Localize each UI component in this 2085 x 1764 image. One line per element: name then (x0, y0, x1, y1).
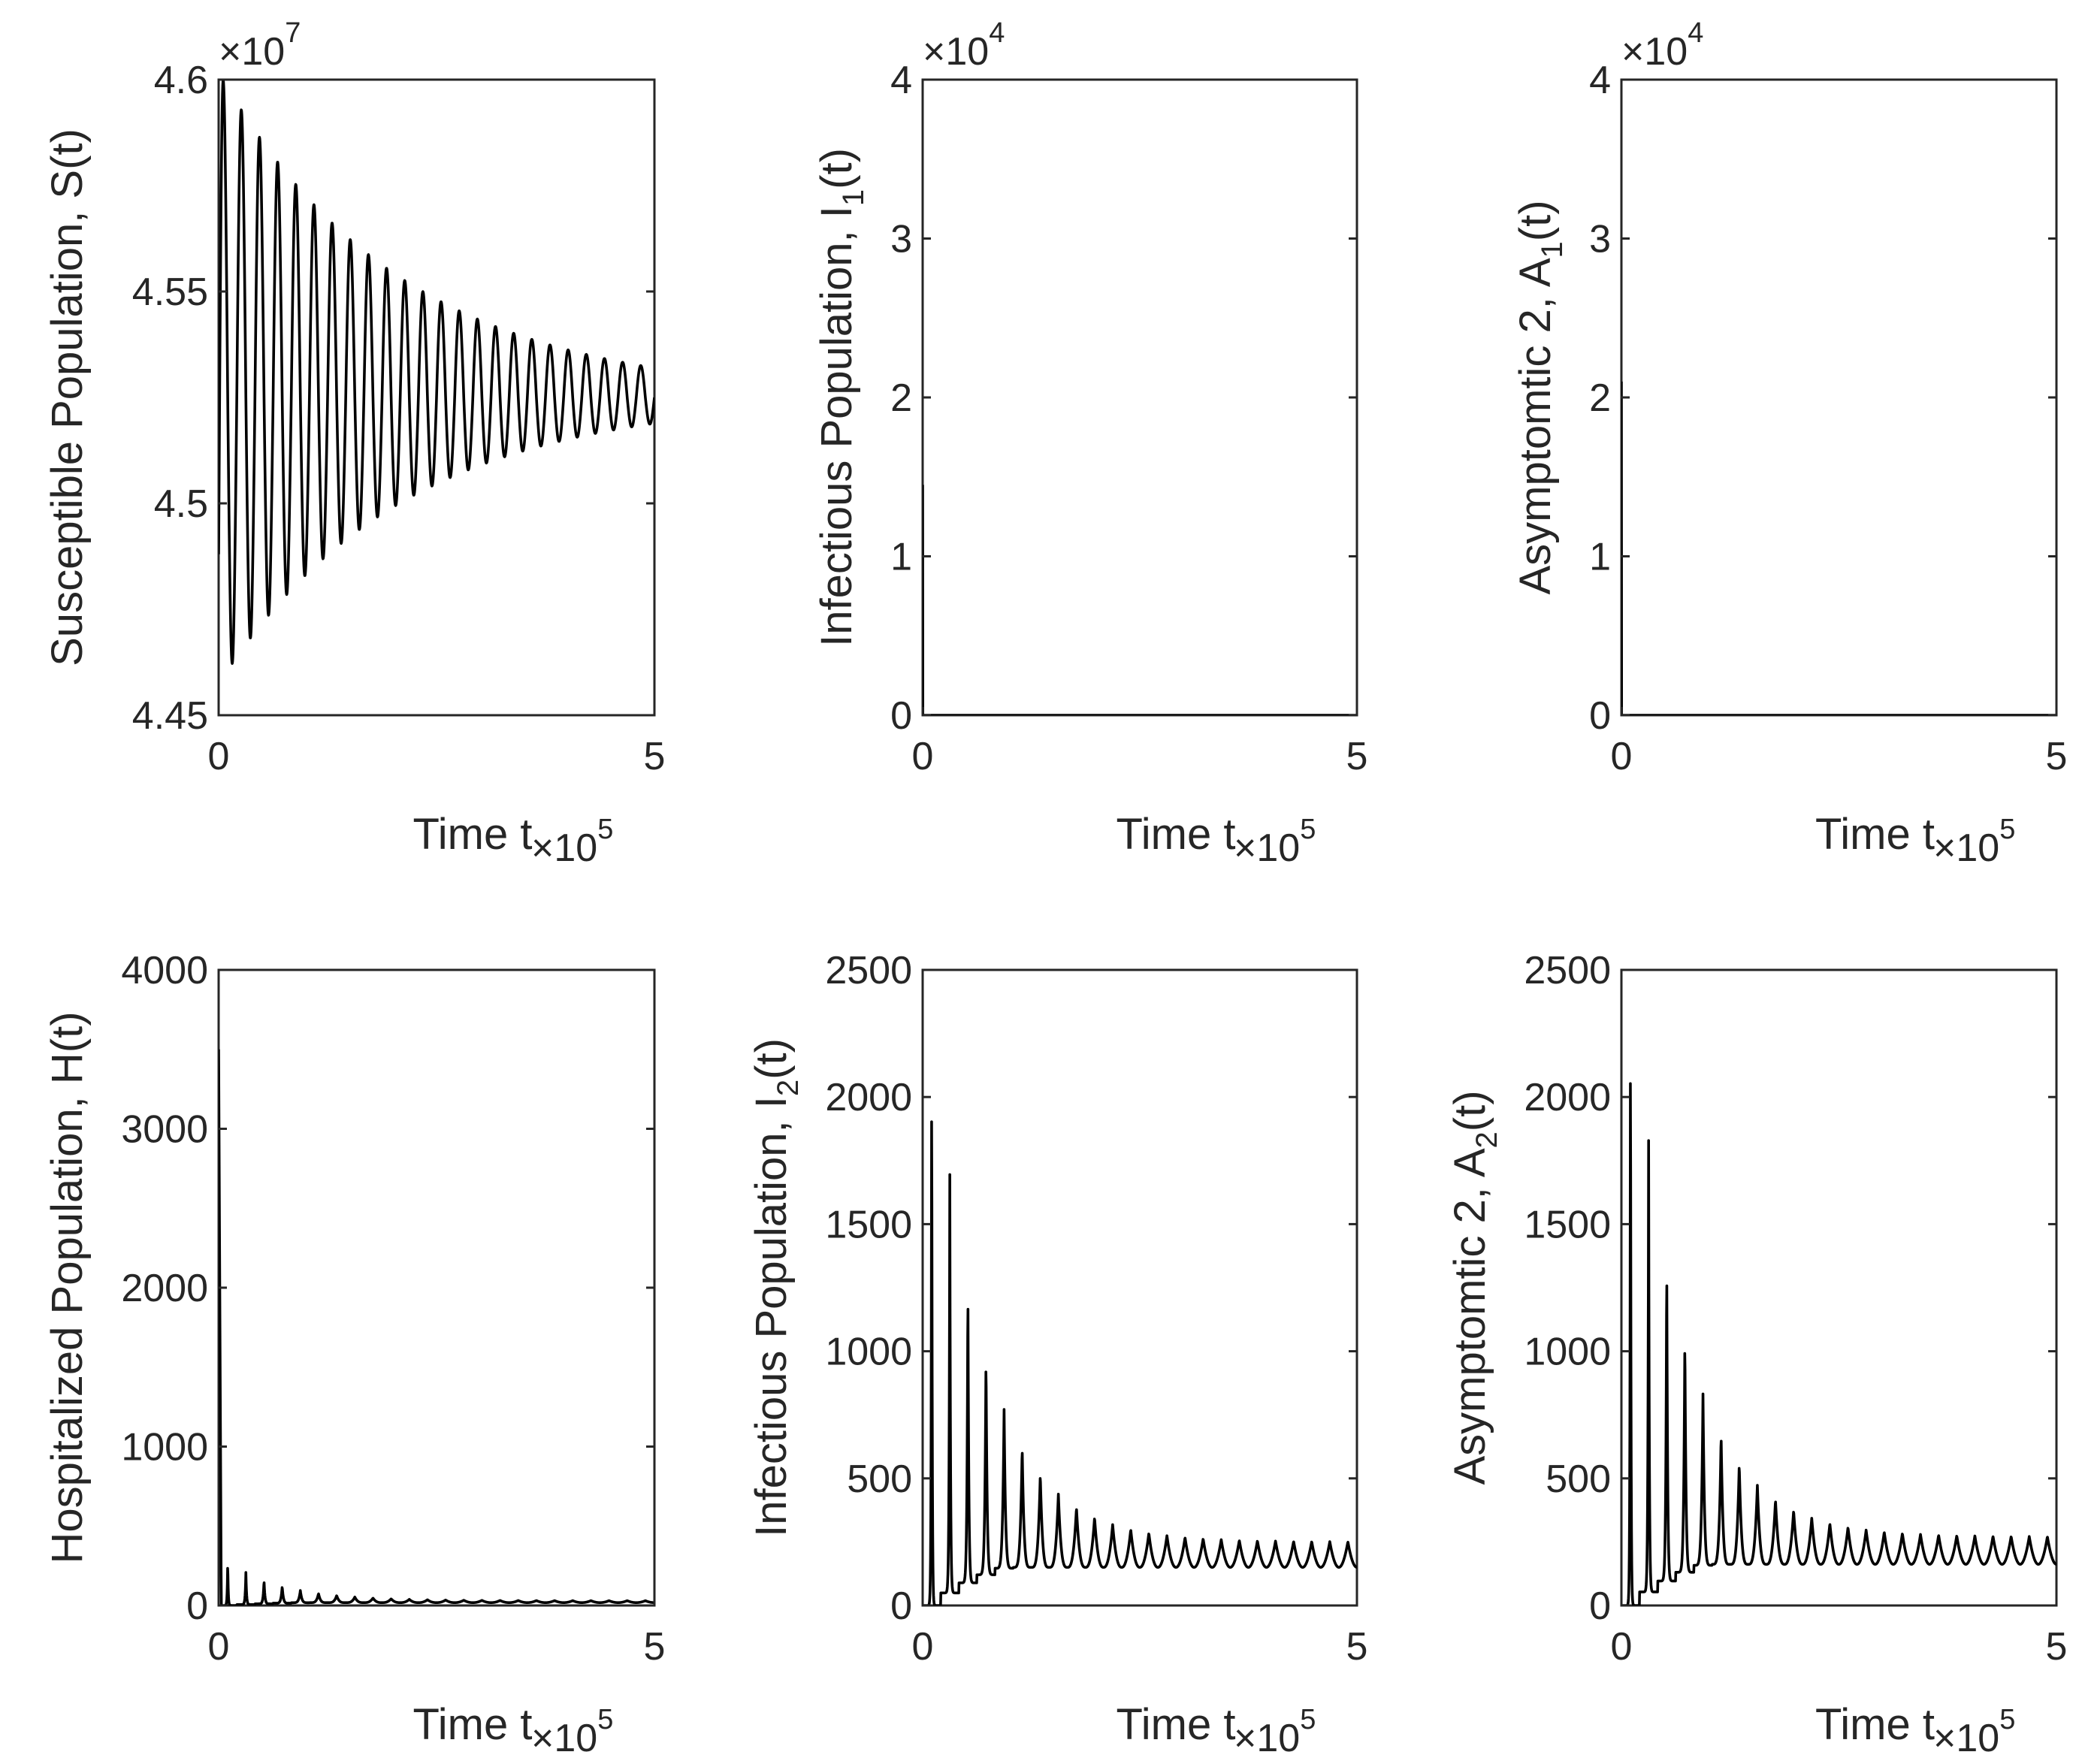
x-tick-label: 5 (1346, 1625, 1368, 1669)
y-tick-label: 2500 (825, 949, 912, 992)
y-axis-label: Susceptible Population, S(t) (43, 128, 92, 666)
series-line (219, 80, 654, 665)
x-axis-label: Time t (413, 1700, 533, 1749)
x-tick-label: 5 (644, 1625, 666, 1669)
y-tick-label: 3 (890, 218, 912, 261)
y-tick-label: 2 (1589, 376, 1611, 420)
x-multiplier: ×105 (531, 1704, 613, 1760)
y-tick-label: 500 (1546, 1457, 1611, 1501)
y-tick-label: 0 (890, 694, 912, 738)
y-tick-label: 1000 (121, 1426, 208, 1469)
series-line (1621, 1082, 2056, 1605)
y-tick-label: 4.6 (154, 59, 208, 102)
x-tick-label: 0 (1611, 1625, 1633, 1669)
series-line (923, 485, 1357, 715)
panel-bottom-left: 0 1000 2000 3000 4000 0 5 Time t×105 Hospitalize… (43, 949, 665, 1760)
x-multiplier: ×105 (1933, 1704, 2015, 1760)
x-axis-label: Time t (413, 810, 533, 859)
x-tick-label: 0 (208, 1625, 230, 1669)
x-tick-label: 5 (644, 735, 666, 778)
y-tick-label: 2000 (1524, 1076, 1611, 1119)
x-multiplier: ×105 (1234, 814, 1316, 870)
series-line (923, 1120, 1357, 1605)
panel-bottom-right: 0 500 1000 1500 2000 2500 0 5 Time t×105 Asymptom… (1446, 949, 2067, 1760)
y-tick-label: 4000 (121, 949, 208, 992)
y-tick-label: 1500 (1524, 1203, 1611, 1246)
y-tick-label: 4.55 (132, 270, 208, 314)
y-axis-label: Asymptomtic 2, A1(t) (1511, 200, 1569, 594)
x-tick-label: 0 (912, 735, 934, 778)
axes-box (921, 78, 1358, 717)
y-tick-label: 2000 (121, 1267, 208, 1310)
panel-top-middle: 0 1 2 3 4 0 5 Time t×105 ×104 Infectious Populati… (812, 17, 1367, 870)
y-axis-label: Infectious Population, I1(t) (812, 148, 870, 647)
y-tick-label: 1000 (1524, 1331, 1611, 1374)
x-axis-label: Time t (1117, 1700, 1236, 1749)
x-tick-label: 0 (1611, 735, 1633, 778)
y-axis-label: Infectious Population, I2(t) (747, 1038, 805, 1537)
panel-bottom-middle: 0 500 1000 1500 2000 2500 0 5 Time t×105 Infectio… (747, 949, 1367, 1760)
y-axis-label: Hospitalized Population, H(t) (43, 1011, 92, 1563)
y-axis-label: Asymptomtic 2, A2(t) (1446, 1090, 1503, 1485)
x-multiplier: ×105 (1234, 1704, 1316, 1760)
axes-box (921, 968, 1358, 1607)
x-multiplier: ×105 (1933, 814, 2015, 870)
y-tick-label: 0 (186, 1584, 208, 1628)
y-tick-label: 2 (890, 376, 912, 420)
x-tick-label: 5 (2046, 735, 2068, 778)
y-tick-label: 1000 (825, 1331, 912, 1374)
x-tick-label: 5 (2046, 1625, 2068, 1669)
axes-box (1620, 968, 2058, 1607)
y-tick-label: 4.5 (154, 482, 208, 526)
y-tick-label: 3000 (121, 1108, 208, 1152)
panel-top-right: 0 1 2 3 4 0 5 Time t×105 ×104 Asymptomtic 2, A1(t… (1511, 17, 2067, 870)
y-tick-label: 4 (890, 59, 912, 102)
x-axis-label: Time t (1815, 810, 1935, 859)
y-multiplier: ×107 (219, 17, 301, 74)
x-tick-label: 5 (1346, 735, 1368, 778)
x-tick-label: 0 (912, 1625, 934, 1669)
y-tick-label: 3 (1589, 218, 1611, 261)
axes-box (217, 968, 656, 1607)
x-tick-label: 0 (208, 735, 230, 778)
y-tick-label: 2500 (1524, 949, 1611, 992)
y-tick-label: 1 (1589, 536, 1611, 579)
y-tick-label: 0 (1589, 694, 1611, 738)
y-multiplier: ×104 (923, 17, 1005, 74)
y-tick-label: 0 (890, 1584, 912, 1628)
x-axis-label: Time t (1815, 1700, 1935, 1749)
y-tick-label: 4 (1589, 59, 1611, 102)
y-tick-label: 500 (847, 1457, 912, 1501)
y-multiplier: ×104 (1621, 17, 1703, 74)
y-tick-label: 2000 (825, 1076, 912, 1119)
y-tick-label: 4.45 (132, 694, 208, 738)
series-line (219, 1049, 654, 1605)
y-tick-label: 0 (1589, 1584, 1611, 1628)
panel-top-left: 4.45 4.5 4.55 4.6 0 5 Time t×105 ×107 Susceptibl… (43, 17, 665, 870)
y-tick-label: 1 (890, 536, 912, 579)
x-multiplier: ×105 (531, 814, 613, 870)
series-line (1621, 381, 2056, 715)
y-tick-label: 1500 (825, 1203, 912, 1246)
x-axis-label: Time t (1117, 810, 1236, 859)
axes-box (1620, 78, 2058, 717)
